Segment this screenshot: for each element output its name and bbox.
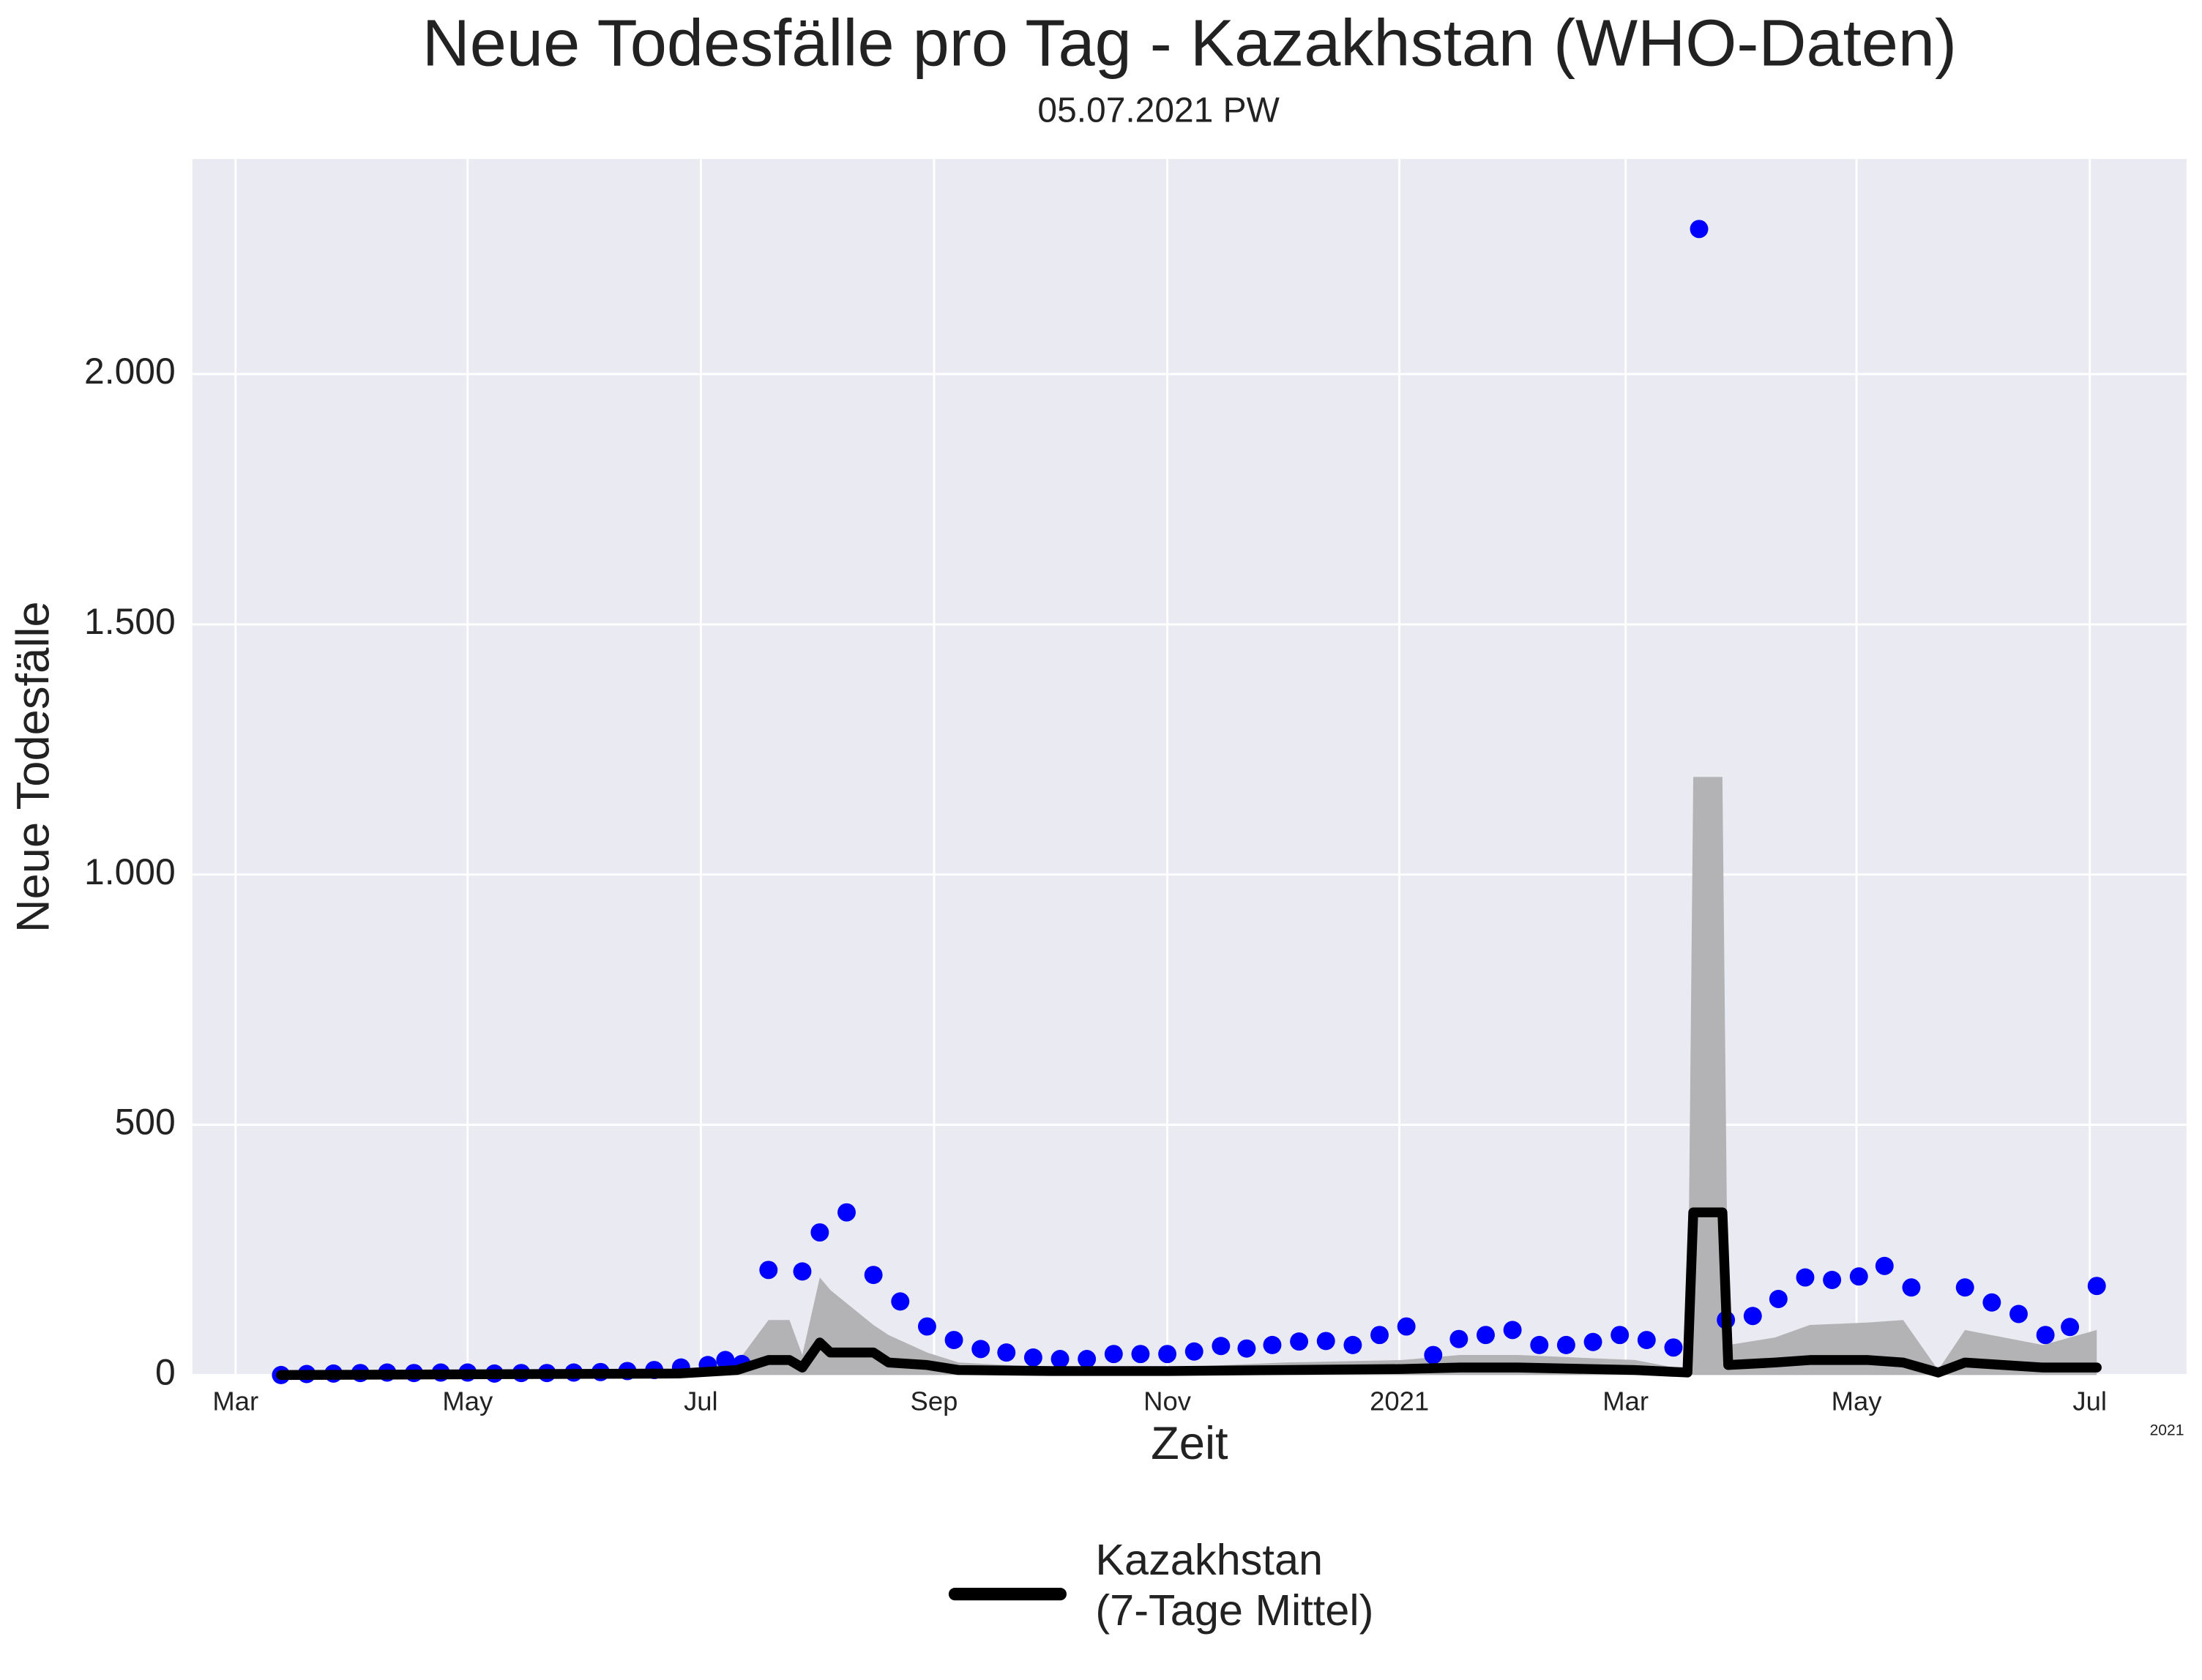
- y-tick-label: 2.000: [84, 351, 176, 392]
- data-point: [1078, 1350, 1097, 1368]
- legend-label: Kazakhstan (7-Tage Mittel): [1095, 1535, 1374, 1635]
- x-axis-label: Zeit: [1151, 1418, 1228, 1469]
- x-offset-label: 2021: [2150, 1422, 2184, 1439]
- data-point: [1664, 1338, 1683, 1357]
- data-point: [971, 1340, 990, 1359]
- plot-area: [192, 159, 2187, 1384]
- x-tick-label: Nov: [1143, 1386, 1192, 1416]
- data-point: [1556, 1335, 1575, 1354]
- data-point: [1104, 1345, 1123, 1364]
- data-point: [1530, 1335, 1549, 1354]
- x-tick-label: 2021: [1370, 1386, 1429, 1416]
- y-axis-label: Neue Todesfälle: [8, 601, 59, 933]
- y-tick-label: 1.000: [84, 851, 176, 892]
- data-point: [1290, 1332, 1309, 1351]
- y-tick-label: 500: [115, 1102, 176, 1143]
- series-line: [276, 1207, 2102, 1381]
- data-point: [1583, 1332, 1602, 1351]
- x-tick-label: May: [1832, 1386, 1883, 1416]
- legend-item: Kazakhstan (7-Tage Mittel): [1095, 1535, 1374, 1635]
- data-point: [2009, 1304, 2028, 1324]
- data-point: [891, 1292, 910, 1311]
- data-point: [1212, 1337, 1231, 1356]
- data-point: [759, 1261, 778, 1280]
- y-tick-label: 0: [155, 1352, 176, 1393]
- data-point: [917, 1317, 936, 1336]
- data-point: [1263, 1335, 1282, 1354]
- data-point: [716, 1351, 735, 1370]
- data-point: [997, 1343, 1016, 1362]
- data-point: [1849, 1267, 1868, 1286]
- data-point: [1690, 220, 1709, 239]
- data-point: [2087, 1277, 2106, 1296]
- data-point: [1023, 1348, 1042, 1367]
- data-point: [1343, 1335, 1362, 1354]
- y-tick-label: 1.500: [84, 601, 176, 642]
- data-point: [2036, 1326, 2055, 1345]
- x-tick-label: Mar: [1602, 1386, 1649, 1416]
- data-point: [1503, 1321, 1522, 1340]
- data-point: [1611, 1326, 1630, 1345]
- data-point: [1184, 1342, 1203, 1361]
- data-point: [1477, 1326, 1495, 1345]
- data-point: [864, 1266, 883, 1285]
- data-point: [1796, 1268, 1815, 1287]
- x-tick-label: Mar: [212, 1386, 258, 1416]
- data-point: [1131, 1345, 1150, 1364]
- data-point: [1424, 1345, 1443, 1364]
- x-tick-label: May: [442, 1386, 493, 1416]
- data-point: [1237, 1339, 1256, 1358]
- data-point: [1158, 1345, 1177, 1364]
- data-point: [1637, 1331, 1656, 1350]
- data-point: [2061, 1318, 2080, 1337]
- data-point: [1397, 1317, 1416, 1336]
- data-point: [810, 1223, 829, 1242]
- plot-background: [192, 159, 2187, 1375]
- data-point: [1449, 1329, 1468, 1348]
- data-point: [1769, 1290, 1788, 1308]
- data-point: [1743, 1307, 1762, 1326]
- data-point: [837, 1203, 856, 1222]
- data-point: [944, 1331, 963, 1350]
- data-point: [1902, 1278, 1921, 1297]
- data-point: [1316, 1332, 1335, 1351]
- x-tick-label: Sep: [911, 1386, 958, 1416]
- data-point: [1982, 1293, 2001, 1312]
- data-point: [1370, 1326, 1389, 1345]
- data-point: [793, 1262, 812, 1281]
- data-point: [1955, 1278, 1974, 1297]
- data-point: [1050, 1350, 1070, 1368]
- data-point: [1823, 1271, 1842, 1289]
- chart-subtitle: 05.07.2021 PW: [1037, 91, 1280, 130]
- x-tick-label: Jul: [2072, 1386, 2107, 1416]
- x-tick-label: Jul: [684, 1386, 718, 1416]
- chart-title: Neue Todesfälle pro Tag - Kazakhstan (WH…: [422, 6, 1957, 80]
- data-point: [1875, 1256, 1894, 1275]
